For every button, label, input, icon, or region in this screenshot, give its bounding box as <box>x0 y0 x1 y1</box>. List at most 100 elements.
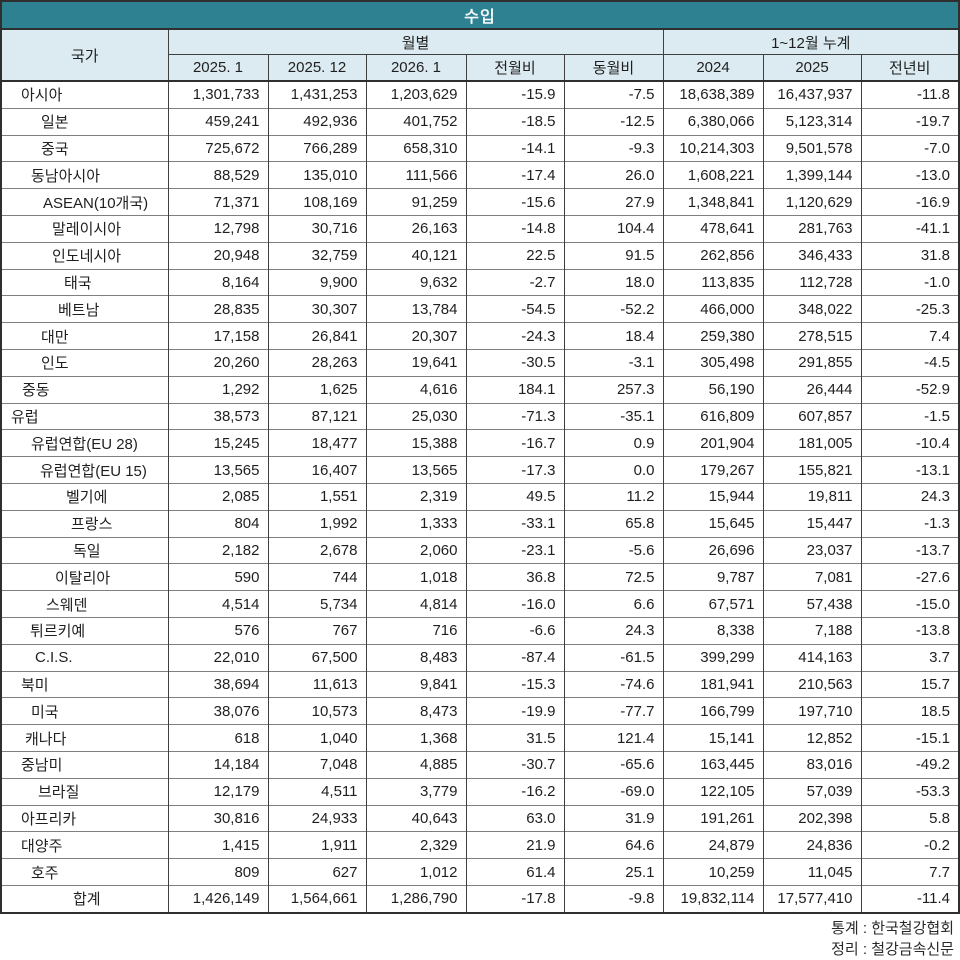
country-label: 브라질 <box>38 784 80 802</box>
country-label: 프랑스 <box>71 516 113 534</box>
value-cell: -14.8 <box>465 214 565 243</box>
value-cell: 30,716 <box>267 214 367 243</box>
value-cell: -15.3 <box>465 670 565 698</box>
value-cell: 478,641 <box>662 214 764 243</box>
value-cell: 184.1 <box>465 375 565 404</box>
value-cell: 15,447 <box>762 509 862 538</box>
country-cell: 유럽 <box>0 402 169 430</box>
country-label: 대만 <box>41 328 69 346</box>
value-cell: 13,565 <box>365 456 467 484</box>
col-header-2025-12: 2025. 12 <box>267 54 367 82</box>
value-cell: 104.4 <box>563 214 664 243</box>
value-cell: 113,835 <box>662 268 764 296</box>
value-cell: 1,911 <box>267 831 367 859</box>
value-cell: 348,022 <box>762 295 862 323</box>
value-cell: 28,835 <box>167 295 269 323</box>
value-cell: 19,811 <box>762 482 862 511</box>
value-cell: 744 <box>267 563 367 591</box>
table-row: 북미 38,694 11,613 9,841 -15.3 -74.6 181,941 210,… <box>0 670 960 698</box>
value-cell: -52.9 <box>860 375 960 404</box>
table-row: 베트남 28,835 30,307 13,784 -54.5 -52.2 466,000 34… <box>0 295 960 323</box>
value-cell: -11.8 <box>860 81 960 109</box>
value-cell: -4.5 <box>860 348 960 377</box>
country-label: 유럽 <box>11 408 39 426</box>
value-cell: 259,380 <box>662 322 764 350</box>
country-cell: 벨기에 <box>0 482 169 511</box>
value-cell: 11,045 <box>762 858 862 886</box>
value-cell: 12,798 <box>167 214 269 243</box>
value-cell: 12,179 <box>167 777 269 806</box>
table-row: 일본 459,241 492,936 401,752 -18.5 -12.5 6,380,0… <box>0 107 960 136</box>
value-cell: 4,616 <box>365 375 467 404</box>
value-cell: 122,105 <box>662 777 764 806</box>
value-cell: 20,260 <box>167 348 269 377</box>
table-row: 유럽연합(EU 28) 15,245 18,477 15,388 -16.7 0.9 201… <box>0 429 960 457</box>
table-row: 독일 2,182 2,678 2,060 -23.1 -5.6 26,696 23,037 -1… <box>0 536 960 564</box>
value-cell: -18.5 <box>465 107 565 136</box>
value-cell: 179,267 <box>662 456 764 484</box>
value-cell: 31.8 <box>860 241 960 270</box>
country-label: 아시아 <box>21 87 63 105</box>
cumulative-group-header: 1~12월 누계 <box>662 28 960 55</box>
value-cell: 7,048 <box>267 750 367 779</box>
table-row: 벨기에 2,085 1,551 2,319 49.5 11.2 15,944 19,811 24… <box>0 482 960 511</box>
country-label: 베트남 <box>58 301 100 319</box>
value-cell: 1,368 <box>365 724 467 752</box>
value-cell: 725,672 <box>167 134 269 162</box>
value-cell: 20,948 <box>167 241 269 270</box>
value-cell: 0.9 <box>563 429 664 457</box>
value-cell: -1.3 <box>860 509 960 538</box>
country-label: 미국 <box>31 703 59 721</box>
value-cell: 607,857 <box>762 402 862 430</box>
value-cell: 2,329 <box>365 831 467 859</box>
value-cell: -71.3 <box>465 402 565 430</box>
value-cell: 291,855 <box>762 348 862 377</box>
country-label: 동남아시아 <box>31 167 101 185</box>
value-cell: 281,763 <box>762 214 862 243</box>
value-cell: 459,241 <box>167 107 269 136</box>
editor-note: 정리 : 철강금속신문 <box>831 940 954 958</box>
country-cell: 프랑스 <box>0 509 169 538</box>
value-cell: 627 <box>267 858 367 886</box>
value-cell: 0.0 <box>563 456 664 484</box>
value-cell: 9,841 <box>365 670 467 698</box>
value-cell: 108,169 <box>267 188 367 216</box>
value-cell: 72.5 <box>563 563 664 591</box>
value-cell: 15.7 <box>860 670 960 698</box>
country-label: 이탈리아 <box>55 569 111 587</box>
value-cell: 1,292 <box>167 375 269 404</box>
country-cell: 중남미 <box>0 750 169 779</box>
country-label: 호주 <box>31 864 59 882</box>
value-cell: 121.4 <box>563 724 664 752</box>
value-cell: 38,076 <box>167 697 269 725</box>
value-cell: -53.3 <box>860 777 960 806</box>
value-cell: -17.3 <box>465 456 565 484</box>
value-cell: -74.6 <box>563 670 664 698</box>
value-cell: 262,856 <box>662 241 764 270</box>
value-cell: 8,164 <box>167 268 269 296</box>
value-cell: 1,608,221 <box>662 161 764 189</box>
value-cell: 71,371 <box>167 188 269 216</box>
value-cell: 346,433 <box>762 241 862 270</box>
value-cell: 112,728 <box>762 268 862 296</box>
value-cell: 19,641 <box>365 348 467 377</box>
country-label: 독일 <box>73 542 101 560</box>
value-cell: 4,511 <box>267 777 367 806</box>
value-cell: 26,696 <box>662 536 764 564</box>
value-cell: 201,904 <box>662 429 764 457</box>
value-cell: 57,039 <box>762 777 862 806</box>
country-label: 대양주 <box>21 837 63 855</box>
import-statistics-table: 수입 국가 월별 1~12월 누계 2025. 1 2025. 12 2026.… <box>0 0 960 914</box>
value-cell: 576 <box>167 616 269 645</box>
value-cell: 278,515 <box>762 322 862 350</box>
value-cell: -24.3 <box>465 322 565 350</box>
value-cell: 24,836 <box>762 831 862 859</box>
value-cell: 91.5 <box>563 241 664 270</box>
col-header-2024: 2024 <box>662 54 764 82</box>
country-cell: 중동 <box>0 375 169 404</box>
value-cell: 3,779 <box>365 777 467 806</box>
value-cell: 40,643 <box>365 804 467 832</box>
value-cell: -7.0 <box>860 134 960 162</box>
value-cell: 414,163 <box>762 643 862 672</box>
value-cell: -1.0 <box>860 268 960 296</box>
